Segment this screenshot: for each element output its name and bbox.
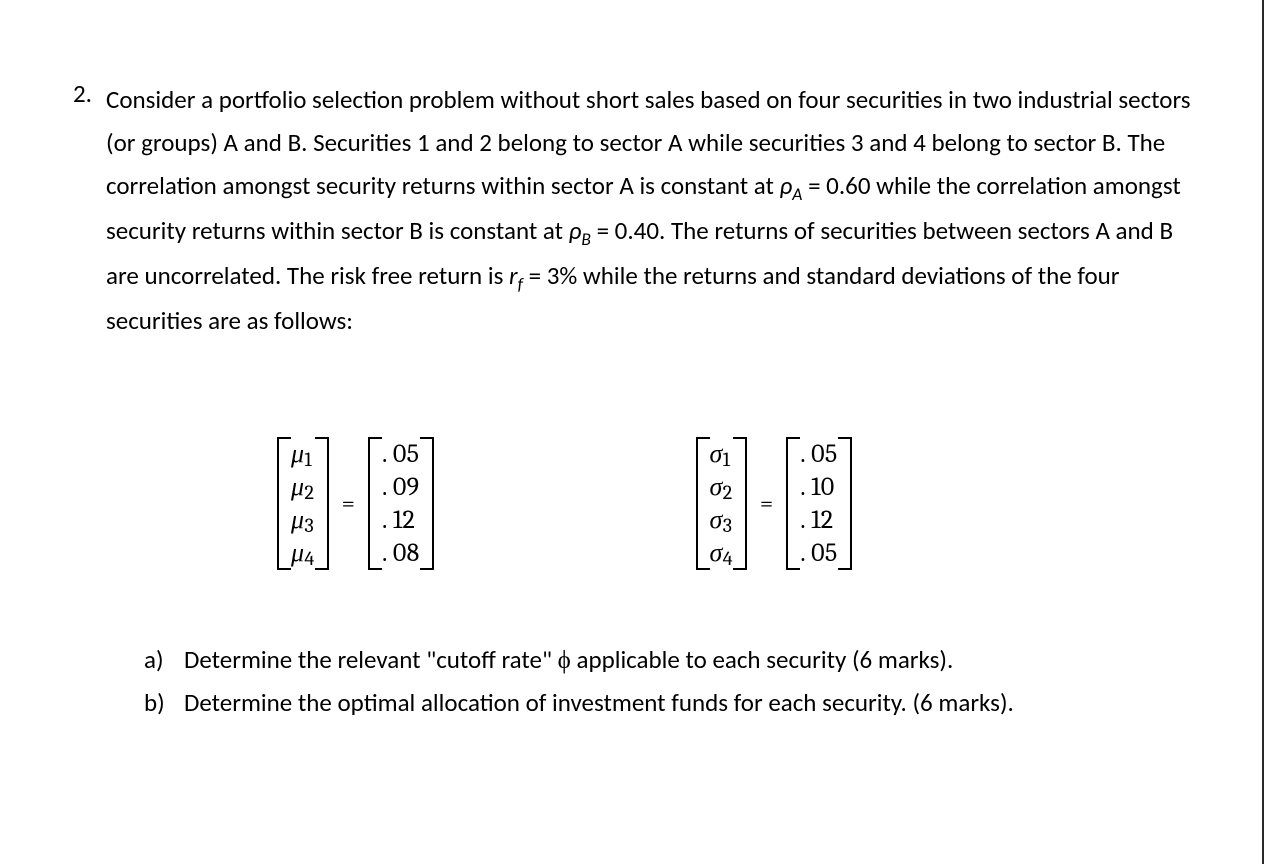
mu-symbol: μ	[291, 439, 304, 469]
mu-value-2: . 09	[382, 471, 420, 504]
sigma-symbol: σ	[710, 439, 723, 469]
sigma-value-1: . 05	[800, 438, 837, 471]
mu-symbol: μ	[291, 505, 304, 535]
question-paragraph: Consider a portfolio selection problem w…	[106, 78, 1206, 342]
rho-a-subscript: A	[792, 183, 802, 205]
mu-sub-2: 2	[304, 482, 314, 505]
phi-symbol: ϕ	[558, 646, 571, 675]
sigma-2: σ2	[710, 471, 733, 504]
right-bracket-icon	[734, 436, 748, 571]
question-content: Consider a portfolio selection problem w…	[106, 78, 1206, 723]
mu-value-column: . 05 . 09 . 12 . 08	[381, 436, 421, 571]
mu-vector-right: . 05 . 09 . 12 . 08	[367, 436, 435, 571]
mu-value-4: . 08	[382, 537, 420, 570]
sigma-value-4: . 05	[800, 537, 837, 570]
sigma-sub-2: 2	[723, 482, 733, 505]
mu-sub-3: 3	[304, 515, 314, 538]
question-block: 2. Consider a portfolio selection proble…	[56, 78, 1206, 723]
subpart-a-text: Determine the relevant "cutoff rate" ϕ a…	[184, 639, 953, 682]
rho-b-subscript: B	[581, 228, 591, 250]
mu-1: μ1	[291, 438, 315, 471]
text-segment: applicable to each security (6 marks).	[571, 644, 954, 675]
sigma-value-column: . 05 . 10 . 12 . 05	[799, 436, 838, 571]
sigma-sub-4: 4	[723, 548, 733, 571]
sigma-sub-3: 3	[723, 515, 733, 538]
subpart-b: b) Determine the optimal allocation of i…	[144, 682, 1206, 724]
mu-sub-4: 4	[304, 548, 314, 571]
matrices-row: μ1 μ2 μ3 μ4 = . 05 . 09 . 12 . 08	[106, 436, 1206, 571]
sigma-value-3: . 12	[800, 504, 837, 537]
text-segment: Determine the relevant "cutoff rate"	[184, 644, 558, 675]
mu-sub-1: 1	[304, 449, 312, 472]
sigma-vector-right: . 05 . 10 . 12 . 05	[785, 436, 852, 571]
mu-value-1: . 05	[382, 438, 420, 471]
sigma-symbol: σ	[710, 538, 723, 568]
sigma-symbol: σ	[710, 505, 723, 535]
mu-value-3: . 12	[382, 504, 420, 537]
right-bracket-icon	[316, 436, 330, 571]
subparts-list: a) Determine the relevant "cutoff rate" …	[106, 639, 1206, 723]
rho-b-symbol: ρ	[569, 215, 582, 246]
mu-symbol: μ	[291, 538, 304, 568]
rho-a-symbol: ρ	[780, 170, 793, 201]
left-bracket-icon	[276, 436, 290, 571]
subpart-b-text: Determine the optimal allocation of inve…	[184, 682, 1014, 724]
right-bracket-icon	[421, 436, 435, 571]
sigma-vector-left: σ1 σ2 σ3 σ4	[695, 436, 748, 571]
subpart-b-label: b)	[144, 682, 184, 724]
mu-symbol: μ	[291, 472, 304, 502]
mu-vector-left: μ1 μ2 μ3 μ4	[276, 436, 330, 571]
rf-symbol: r	[509, 260, 518, 291]
sigma-sub-1: 1	[723, 449, 731, 472]
sigma-symbol-column: σ1 σ2 σ3 σ4	[709, 436, 734, 571]
question-number: 2.	[56, 78, 106, 109]
equals-sign: =	[754, 483, 779, 524]
left-bracket-icon	[695, 436, 709, 571]
sigma-symbol: σ	[710, 472, 723, 502]
mu-symbol-column: μ1 μ2 μ3 μ4	[290, 436, 316, 571]
sigma-4: σ4	[710, 537, 733, 570]
sigma-value-2: . 10	[800, 471, 837, 504]
sigma-equation: σ1 σ2 σ3 σ4 = . 05 . 10 . 12 . 05	[695, 436, 853, 571]
mu-4: μ4	[291, 537, 315, 570]
right-bracket-icon	[839, 436, 853, 571]
mu-2: μ2	[291, 471, 315, 504]
subpart-a-label: a)	[144, 639, 184, 681]
mu-3: μ3	[291, 504, 315, 537]
sigma-3: σ3	[710, 504, 733, 537]
subpart-a: a) Determine the relevant "cutoff rate" …	[144, 639, 1206, 682]
sigma-1: σ1	[710, 438, 733, 471]
left-bracket-icon	[367, 436, 381, 571]
equals-sign: =	[336, 483, 361, 524]
mu-equation: μ1 μ2 μ3 μ4 = . 05 . 09 . 12 . 08	[276, 436, 435, 571]
left-bracket-icon	[785, 436, 799, 571]
